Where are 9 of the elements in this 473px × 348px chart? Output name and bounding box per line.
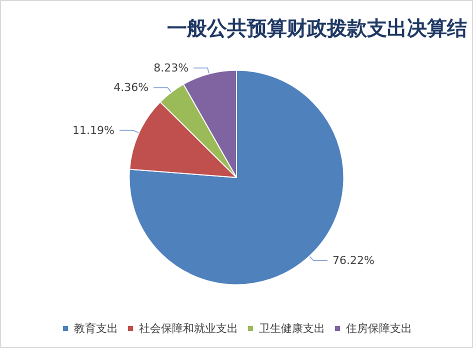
data-label: 11.19% (72, 124, 114, 137)
data-label: 8.23% (154, 61, 189, 74)
legend-label: 社会保障和就业支出 (139, 322, 238, 335)
data-label: 4.36% (114, 81, 149, 94)
legend-label: 卫生健康支出 (259, 322, 325, 335)
chart-title: 一般公共预算财政拨款支出决算结 (167, 16, 467, 40)
legend-label: 住房保障支出 (346, 322, 412, 335)
data-label: 76.22% (332, 254, 374, 268)
legend-label: 教育支出 (74, 322, 118, 335)
